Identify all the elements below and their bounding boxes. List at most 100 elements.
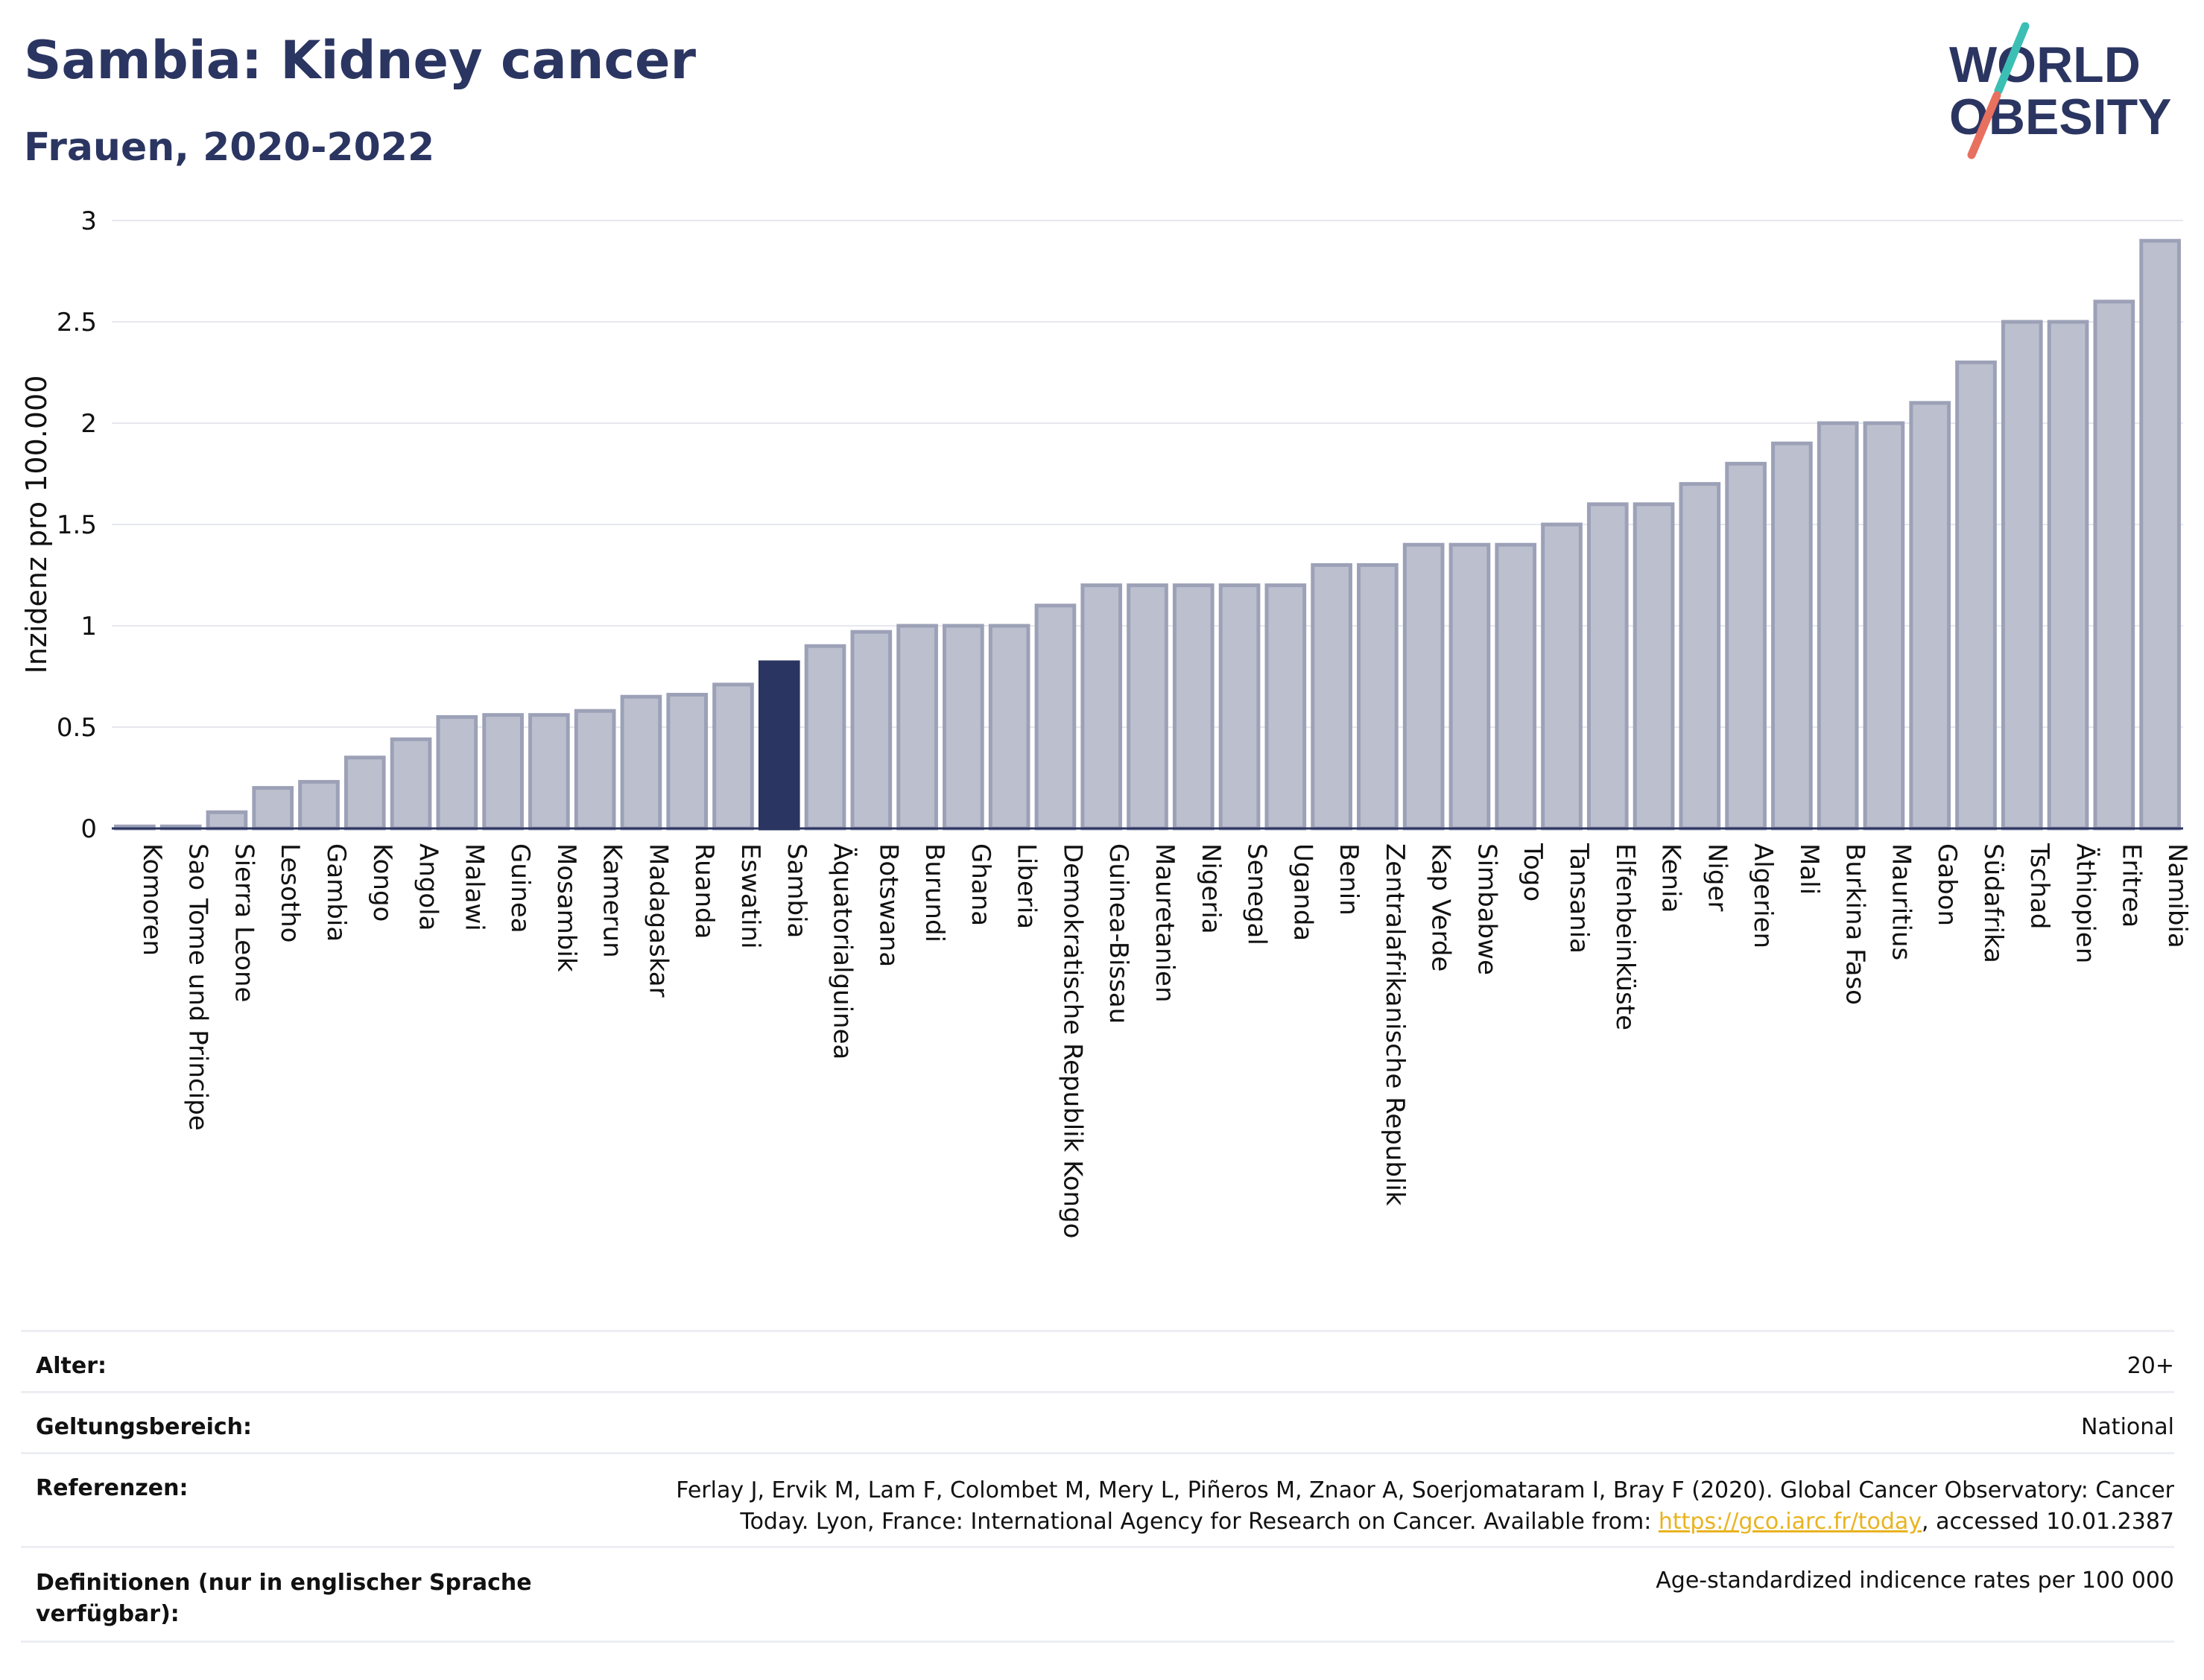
x-tick-label: Mali (1794, 843, 1824, 895)
bar-tansania (1541, 522, 1583, 831)
y-tick-label: 0.5 (57, 713, 97, 743)
bar-mauretanien (1127, 583, 1168, 831)
x-tick-label: Elfenbeinküste (1610, 843, 1640, 1030)
x-tick-label: Nigeria (1196, 843, 1226, 934)
x-tick-label: Kenia (1656, 843, 1686, 913)
bar-liberia (988, 624, 1030, 831)
x-tick-label: Madagaskar (643, 843, 673, 998)
x-tick-label: Sierra Leone (229, 843, 259, 1002)
age-value: 20+ (2127, 1353, 2174, 1379)
x-tick-label: Guinea (505, 843, 535, 933)
y-tick-label: 1.5 (57, 510, 97, 540)
bar-gabon (1909, 401, 1951, 831)
bar-tschad (2001, 320, 2043, 831)
x-tick-label: Ghana (966, 843, 995, 926)
x-tick-label: Togo (1518, 843, 1548, 901)
bar-sambia (758, 660, 800, 831)
y-tick-label: 1 (80, 612, 97, 641)
bar-senegal (1218, 583, 1261, 831)
bar-simbabwe (1448, 542, 1491, 831)
x-tick-label: Gambia (321, 843, 351, 942)
x-tick-label: Algerien (1748, 843, 1778, 948)
bar-elfenbeinküste (1586, 502, 1629, 831)
bar-kenia (1633, 502, 1675, 831)
bar-togo (1495, 542, 1537, 831)
bar-mauritius (1863, 421, 1905, 831)
x-tick-label: Äquatorialguinea (828, 843, 858, 1059)
definitions-label-line-2: verfügbar): (36, 1601, 180, 1627)
logo-line1: WORLD (1949, 37, 2141, 93)
y-tick-label: 2.5 (57, 308, 97, 337)
x-tick-label: Mauritius (1886, 843, 1916, 960)
references-link[interactable]: https://gco.iarc.fr/today (1658, 1509, 1922, 1535)
page-title: Sambia: Kidney cancer (24, 30, 697, 91)
bar-burkina-faso (1817, 421, 1859, 831)
x-tick-label: Gabon (1932, 843, 1962, 926)
scope-value: National (2080, 1414, 2174, 1440)
bar-mosambik (528, 713, 570, 831)
x-tick-label: Angola (414, 843, 443, 931)
bar-mali (1771, 441, 1813, 831)
x-tick-label: Zentralafrikanische Republik (1380, 843, 1410, 1206)
bar-madagaskar (620, 694, 662, 831)
bar-benin (1311, 562, 1352, 831)
bar-sierra-leone (206, 810, 248, 831)
meta-row-references: Referenzen: Ferlay J, Ervik M, Lam F, Co… (21, 1452, 2174, 1548)
x-tick-label: Uganda (1288, 843, 1317, 941)
bar-malawi (436, 714, 478, 831)
meta-row-scope: Geltungsbereich: National (21, 1391, 2174, 1454)
bar-lesotho (252, 786, 294, 831)
meta-row-age: Alter: 20+ (21, 1330, 2174, 1393)
bar-eritrea (2093, 299, 2135, 831)
bar-botswana (850, 630, 893, 831)
bar-angola (390, 737, 432, 831)
x-tick-label: Sambia (782, 843, 811, 938)
x-tick-label: Mosambik (551, 843, 581, 972)
x-tick-label: Eritrea (2116, 843, 2146, 928)
x-tick-label: Niger (1702, 843, 1732, 911)
bar-algerien (1725, 461, 1767, 831)
references-line-2: Today. Lyon, France: International Agenc… (676, 1506, 2174, 1538)
x-tick-label: Lesotho (275, 843, 305, 942)
x-tick-label: Burundi (919, 843, 949, 942)
bar-kongo (343, 755, 386, 831)
y-axis-ticks: 0 0.5 1 1.5 2 2.5 3 (57, 206, 97, 844)
x-tick-label: Eswatini (735, 843, 765, 949)
scope-label: Geltungsbereich: (36, 1414, 253, 1440)
bars (114, 238, 2181, 831)
x-tick-label: Komoren (137, 843, 167, 956)
references-value: Ferlay J, Ervik M, Lam F, Colombet M, Me… (676, 1475, 2174, 1538)
x-tick-label: Liberia (1012, 843, 1042, 929)
x-tick-label: Senegal (1242, 843, 1272, 945)
x-tick-label: Benin (1334, 843, 1364, 916)
x-tick-label: Südafrika (1978, 843, 2008, 963)
x-tick-label: Mauretanien (1150, 843, 1179, 1003)
references-line-1: Ferlay J, Ervik M, Lam F, Colombet M, Me… (676, 1477, 2174, 1503)
x-tick-label: Tschad (2024, 843, 2054, 930)
definitions-label: Definitionen (nur in englischer Sprache … (36, 1568, 532, 1630)
age-label: Alter: (36, 1353, 107, 1379)
x-tick-label: Kap Verde (1426, 843, 1456, 971)
logo-slash-bottom (1967, 91, 2001, 159)
references-line-2-text: Today. Lyon, France: International Agenc… (740, 1509, 1659, 1535)
bar-ghana (943, 624, 984, 831)
references-line-2-suffix: , accessed 10.01.2387 (1922, 1509, 2174, 1535)
x-tick-label: Ruanda (689, 843, 719, 939)
bar-chart: 0 0.5 1 1.5 2 2.5 3 Komoren Sao Tome und Princi… (20, 206, 2192, 1238)
bar-äquatorialguinea (804, 644, 846, 831)
x-tick-label: Sao Tome und Principe (183, 843, 213, 1131)
y-axis-label: Inzidenz pro 100.000 (20, 375, 53, 674)
bar-uganda (1264, 583, 1307, 831)
x-tick-label: Simbabwe (1472, 843, 1501, 975)
x-tick-label: Tansania (1564, 843, 1594, 954)
bar-burundi (896, 624, 938, 831)
page-subtitle: Frauen, 2020-2022 (24, 125, 435, 170)
x-tick-label: Kamerun (598, 843, 627, 958)
x-tick-label: Malawi (459, 843, 489, 931)
logo-slash-top (1994, 22, 2030, 95)
bar-eswatini (712, 682, 754, 831)
y-tick-label: 2 (80, 409, 97, 439)
x-tick-label: Äthiopien (2071, 843, 2100, 963)
x-tick-label: Guinea-Bissau (1103, 843, 1133, 1024)
bar-demokratische-republik-kongo (1034, 603, 1077, 831)
